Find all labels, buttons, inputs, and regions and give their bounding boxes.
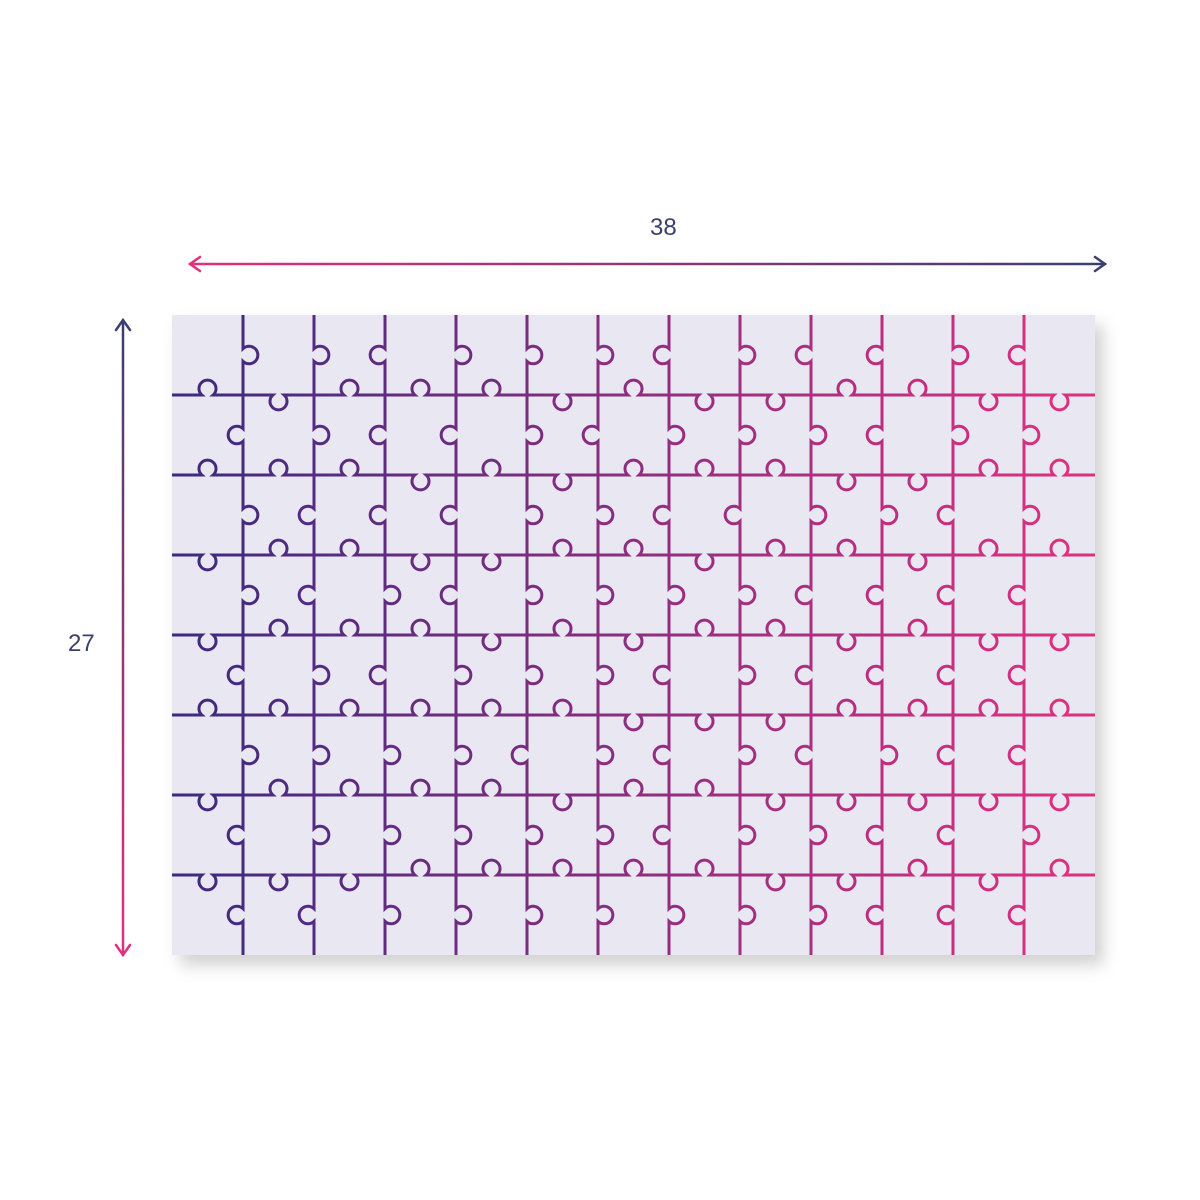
puzzle-edge [172, 458, 1095, 492]
puzzle-edge [723, 315, 757, 955]
puzzle-edge [226, 315, 260, 955]
puzzle-edge [172, 538, 1095, 572]
width-arrow [187, 255, 1108, 273]
puzzle-edge [172, 778, 1095, 812]
puzzle-edge [368, 315, 402, 955]
puzzle-edge [172, 378, 1095, 412]
puzzle-edge [652, 315, 686, 955]
puzzle-edge [439, 315, 473, 955]
puzzle-piece-lines [172, 315, 1095, 955]
puzzle-edge [172, 858, 1095, 892]
puzzle-edge [865, 315, 899, 955]
height-dimension-label: 27 [68, 630, 95, 657]
puzzle-edge [297, 315, 331, 955]
puzzle-edge [581, 315, 615, 955]
puzzle-edge [794, 315, 828, 955]
puzzle-edge [172, 618, 1095, 652]
height-arrow [114, 317, 132, 958]
width-dimension-label: 38 [650, 214, 677, 241]
puzzle-edge [936, 315, 970, 955]
puzzle-edge [1007, 315, 1041, 955]
puzzle-edge [172, 698, 1095, 732]
puzzle-edge [510, 315, 544, 955]
